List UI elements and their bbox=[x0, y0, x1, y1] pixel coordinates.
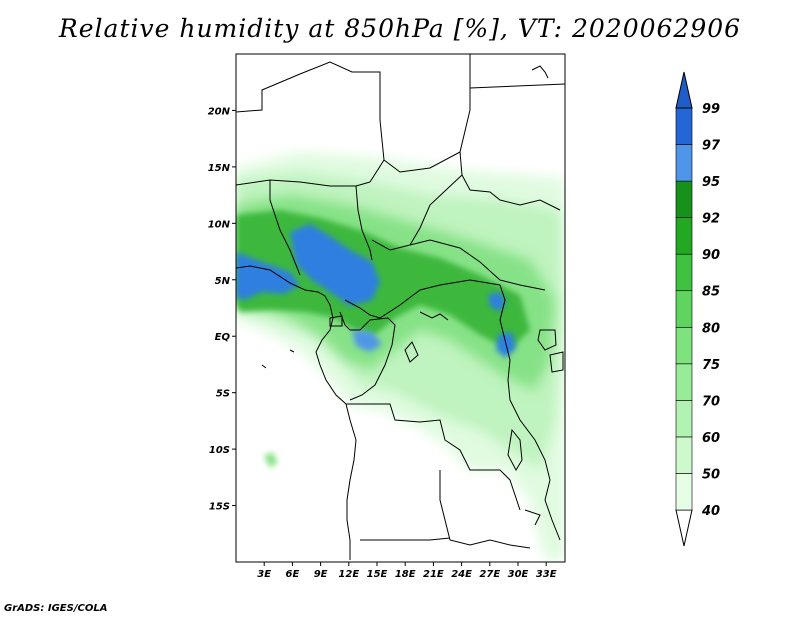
colorbar-segment bbox=[675, 326, 693, 365]
saturated-zone-west bbox=[290, 224, 380, 306]
lat-tick-label: 10S bbox=[209, 445, 230, 456]
colorbar-label: 60 bbox=[702, 431, 720, 446]
lat-tick-label: 15S bbox=[209, 502, 230, 513]
lon-tick-label: 30E bbox=[508, 569, 529, 580]
colorbar-segment bbox=[675, 71, 693, 109]
lon-tick-label: 15E bbox=[367, 569, 388, 580]
colorbar-label: 70 bbox=[702, 394, 720, 409]
lat-tick-label: 10N bbox=[208, 219, 231, 230]
colorbar-label: 92 bbox=[702, 212, 720, 227]
lat-tick-label: 5S bbox=[216, 389, 230, 400]
lon-tick-label: 3E bbox=[257, 569, 271, 580]
lat-tick-label: 5N bbox=[215, 276, 231, 287]
lat-tick-label: 15N bbox=[208, 163, 231, 174]
lon-tick-label: 33E bbox=[536, 569, 557, 580]
humidity-field bbox=[236, 152, 565, 560]
latitude-axis: 20N 15N 10N 5N EQ 5S 10S 15S bbox=[208, 106, 236, 513]
colorbar-label: 50 bbox=[702, 467, 720, 482]
map-title: Relative humidity at 850hPa [%], VT: 202… bbox=[58, 14, 742, 43]
colorbar-label: 99 bbox=[702, 102, 720, 117]
colorbar: 40 50 60 70 75 80 85 90 92 95 97 99 bbox=[675, 71, 721, 547]
humid-spot bbox=[264, 452, 278, 468]
colorbar-segment bbox=[675, 180, 693, 218]
saturated-zone-south bbox=[352, 330, 382, 352]
country-borders bbox=[236, 54, 565, 560]
colorbar-label: 97 bbox=[702, 139, 721, 154]
colorbar-label: 95 bbox=[702, 175, 720, 190]
saturated-zone-east bbox=[488, 292, 516, 358]
colorbar-segment bbox=[675, 509, 693, 547]
lat-tick-label: 20N bbox=[208, 106, 231, 117]
colorbar-segment bbox=[675, 363, 693, 401]
lon-tick-label: 9E bbox=[314, 569, 328, 580]
lon-tick-label: 12E bbox=[338, 569, 359, 580]
lon-tick-label: 24E bbox=[451, 569, 472, 580]
colorbar-label: 40 bbox=[701, 504, 720, 519]
saturated-zone-coast bbox=[236, 252, 300, 300]
colorbar-segment bbox=[675, 290, 693, 328]
colorbar-segment bbox=[675, 253, 693, 292]
lon-tick-label: 21E bbox=[423, 569, 444, 580]
colorbar-label: 80 bbox=[702, 321, 720, 336]
colorbar-segment bbox=[675, 436, 693, 474]
longitude-axis: 3E 6E 9E 12E 15E 18E 21E 24E 27E 30E 33E bbox=[257, 562, 557, 580]
map-frame bbox=[235, 53, 566, 563]
colorbar-segment bbox=[675, 400, 693, 438]
credit-label: GrADS: IGES/COLA bbox=[4, 603, 108, 614]
lon-tick-label: 27E bbox=[479, 569, 500, 580]
colorbar-label: 75 bbox=[702, 358, 720, 373]
colorbar-label: 90 bbox=[702, 248, 720, 263]
colorbar-segment bbox=[675, 217, 693, 255]
lon-tick-label: 18E bbox=[395, 569, 416, 580]
lon-tick-label: 6E bbox=[286, 569, 300, 580]
colorbar-segment bbox=[675, 144, 693, 182]
colorbar-label: 85 bbox=[702, 285, 720, 300]
lat-tick-label: EQ bbox=[215, 332, 231, 343]
colorbar-segment bbox=[675, 107, 693, 145]
colorbar-segment bbox=[675, 473, 693, 511]
